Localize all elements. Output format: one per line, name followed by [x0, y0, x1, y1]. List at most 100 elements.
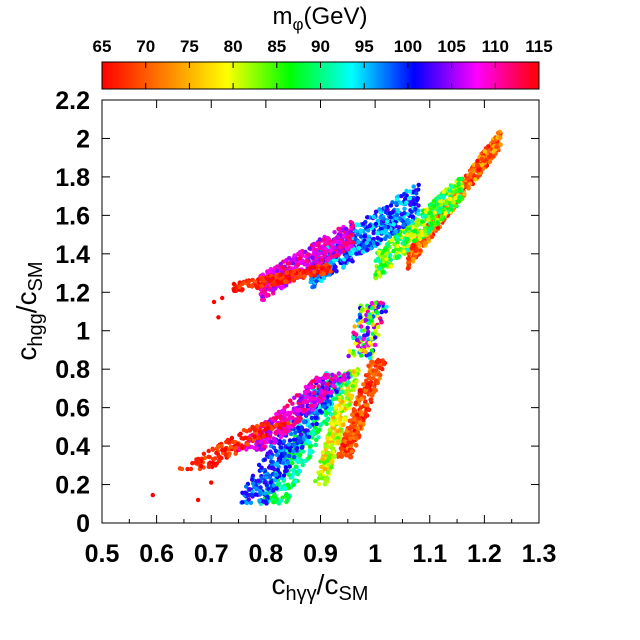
scatter-point [347, 440, 352, 445]
scatter-point [332, 378, 337, 384]
scatter-point [355, 232, 360, 237]
scatter-point [296, 418, 302, 424]
scatter-point [371, 376, 376, 381]
scatter-point [366, 228, 371, 233]
scatter-point [327, 427, 332, 433]
scatter-point [214, 461, 219, 466]
scatter-point [268, 480, 273, 485]
scatter-point [284, 270, 290, 275]
scatter-point [456, 199, 462, 204]
scatter-point [349, 449, 355, 454]
scatter-point [479, 162, 485, 167]
scatter-point [365, 325, 370, 330]
scatter-point [306, 252, 311, 257]
scatter-point [363, 399, 368, 404]
scatter-point [429, 226, 434, 231]
scatter-point [475, 158, 480, 164]
scatter-point [264, 475, 269, 480]
scatter-point [384, 234, 389, 239]
scatter-point [422, 241, 428, 246]
y-tick-label: 0.4 [55, 433, 90, 461]
scatter-point [304, 394, 309, 400]
scatter-point [269, 421, 274, 426]
scatter-point [211, 460, 216, 466]
scatter-point [259, 465, 264, 470]
scatter-point [247, 487, 252, 492]
scatter-point [261, 278, 266, 284]
scatter-point [291, 468, 296, 473]
scatter-point [323, 447, 328, 453]
scatter-point [319, 389, 324, 395]
scatter-point [335, 429, 340, 434]
scatter-point [278, 434, 284, 440]
scatter-point [417, 233, 422, 238]
scatter-point [195, 497, 201, 503]
scatter-point [289, 258, 295, 263]
scatter-point [258, 491, 263, 496]
scatter-point [317, 408, 323, 414]
scatter-point [376, 332, 381, 338]
scatter-point [256, 462, 262, 468]
scatter-point [388, 203, 394, 208]
scatter-point [375, 241, 380, 247]
scatter-point [274, 452, 280, 457]
scatter-point [283, 429, 288, 434]
scatter-point [338, 383, 343, 389]
scatter-point [328, 248, 333, 253]
scatter-point [378, 215, 383, 220]
scatter-point [250, 284, 255, 289]
x-tick-label: 0.5 [85, 540, 120, 568]
x-tick-label: 1.1 [412, 540, 447, 568]
scatter-point [228, 444, 234, 449]
scatter-point [467, 181, 473, 186]
scatter-point [350, 387, 355, 393]
scatter-point [291, 437, 297, 442]
scatter-point [282, 457, 287, 462]
scatter-point [285, 403, 290, 408]
scatter-point [283, 412, 288, 418]
scatter-point [338, 406, 343, 412]
scatter-point [179, 466, 185, 472]
scatter-point [300, 462, 305, 468]
scatter-point [279, 445, 284, 450]
scatter-point [416, 203, 421, 208]
scatter-point [316, 476, 322, 481]
scatter-point [363, 413, 369, 419]
scatter-point [457, 195, 462, 200]
scatter-point [258, 485, 263, 490]
scatter-point [262, 457, 268, 462]
scatter-point [278, 415, 283, 420]
scatter-point [343, 226, 349, 231]
scatter-point [270, 276, 275, 281]
scatter-point [273, 448, 279, 454]
scatter-point [348, 418, 353, 423]
scatter-point [377, 365, 383, 370]
scatter-point [402, 206, 407, 211]
scatter-point [255, 478, 261, 483]
scatter-point [225, 437, 231, 443]
scatter-point [498, 142, 503, 147]
scatter-point [370, 393, 375, 398]
y-tick-label: 1 [76, 318, 90, 346]
y-tick-label: 0.2 [55, 472, 90, 500]
scatter-point [470, 167, 475, 173]
scatter-point [211, 456, 216, 462]
scatter-point [342, 439, 347, 444]
scatter-point [330, 446, 336, 451]
colorbar-tick-label: 95 [355, 37, 374, 56]
scatter-point [316, 240, 321, 246]
scatter-point [414, 191, 419, 196]
scatter-point [300, 444, 305, 449]
scatter-point [325, 416, 331, 421]
scatter-point [320, 244, 325, 249]
scatter-point [283, 258, 289, 263]
scatter-point [386, 243, 391, 249]
scatter-point [201, 451, 207, 456]
scatter-point [451, 200, 456, 205]
scatter-point [316, 251, 322, 256]
scatter-point [498, 135, 503, 140]
scatter-point [247, 436, 252, 441]
scatter-point [246, 280, 251, 285]
scatter-point [271, 500, 276, 505]
scatter-point [250, 481, 256, 486]
